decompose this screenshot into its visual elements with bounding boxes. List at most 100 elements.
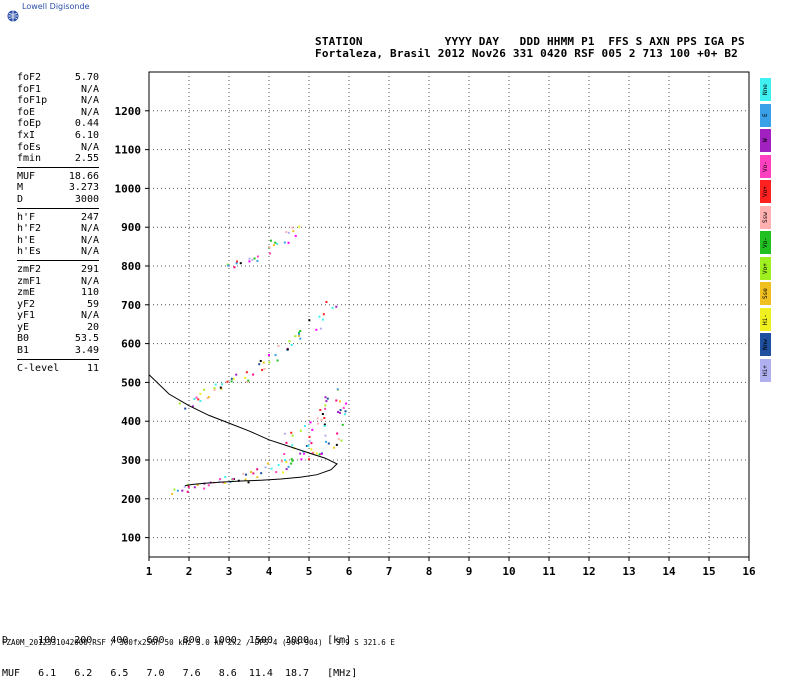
y-tick-label: 300 (121, 454, 141, 467)
param-row: fmin 2.55 (17, 153, 99, 165)
param-row: foEp 0.44 (17, 118, 99, 130)
param-key: yF2 (17, 298, 36, 310)
param-row: zmF1 N/A (17, 276, 99, 288)
echo-point (239, 262, 242, 265)
y-tick-label: 400 (121, 415, 141, 428)
x-tick-label: 9 (466, 565, 473, 578)
echo-point (277, 464, 280, 467)
echo-point (224, 476, 227, 479)
echo-point (298, 331, 301, 334)
echo-point (191, 405, 194, 408)
param-value: 11 (86, 362, 99, 374)
echo-point (343, 413, 346, 416)
param-key: foF1 (17, 83, 42, 95)
echo-point (173, 488, 176, 491)
brand-name: Lowell Digisonde (22, 2, 90, 11)
echo-point (323, 417, 326, 420)
muf-value-row: MUF 6.1 6.2 6.5 7.0 7.6 8.6 11.4 18.7 [M… (2, 668, 358, 679)
echo-point (335, 443, 338, 446)
echo-point (298, 225, 301, 228)
echo-point (308, 440, 311, 443)
echo-point (245, 371, 248, 374)
echo-point (335, 305, 338, 308)
echo-point (196, 484, 199, 487)
echo-point (186, 490, 189, 493)
echo-point (223, 481, 226, 484)
param-row: yF1 N/A (17, 310, 99, 322)
echo-point (232, 377, 235, 380)
echo-point (213, 388, 216, 391)
echo-point (294, 335, 297, 338)
echo-point (290, 462, 293, 465)
x-tick-label: 2 (186, 565, 193, 578)
echo-point (219, 386, 222, 389)
echo-point (283, 432, 286, 435)
param-value: 5.70 (74, 72, 99, 83)
param-row: h'F 247 (17, 212, 99, 224)
echo-point (276, 359, 279, 362)
echo-point (290, 458, 293, 461)
param-row: fxI 6.10 (17, 130, 99, 142)
echo-point (226, 380, 229, 383)
y-tick-label: 700 (121, 299, 141, 312)
x-tick-label: 13 (622, 565, 635, 578)
echo-point (193, 486, 196, 489)
echo-point (310, 448, 313, 451)
muf-distance-row: D 100 200 400 600 800 1000 1500 3000 [km… (2, 635, 352, 646)
echo-point (219, 478, 222, 481)
echo-point (268, 246, 271, 249)
echo-point (203, 487, 206, 490)
echo-point (302, 450, 305, 453)
param-key: fxI (17, 129, 36, 141)
echo-point (309, 421, 312, 424)
electron-density-profile-curve (148, 374, 338, 487)
echo-point (256, 255, 259, 258)
echo-point (197, 398, 200, 401)
param-separator (17, 166, 99, 168)
param-key: yE (17, 321, 30, 333)
echo-point (259, 359, 262, 362)
echo-point (291, 434, 294, 437)
param-row: yF2 59 (17, 299, 99, 311)
param-value: 3.273 (68, 182, 99, 194)
param-key: h'Es (17, 246, 42, 258)
param-row: h'Es N/A (17, 246, 99, 258)
echo-point (294, 234, 297, 237)
echo-point (207, 396, 210, 399)
echo-point (338, 411, 341, 414)
param-row: foE N/A (17, 107, 99, 119)
y-tick-label: 100 (121, 532, 141, 545)
param-value: N/A (80, 141, 99, 153)
echo-point (276, 242, 279, 245)
echo-point (199, 400, 202, 403)
param-separator (17, 259, 99, 261)
param-value: 53.5 (74, 333, 99, 345)
echo-point (283, 458, 286, 461)
param-separator (17, 358, 99, 360)
param-value: 20 (86, 321, 99, 333)
echo-point (336, 432, 339, 435)
echo-point (221, 383, 224, 386)
legend-chip: W (760, 129, 771, 152)
legend-chip: Vo+ (760, 180, 771, 203)
param-value: 110 (80, 287, 99, 299)
param-row: B0 53.5 (17, 333, 99, 345)
echo-point (253, 257, 256, 260)
echo-point (288, 340, 291, 343)
echo-point (299, 429, 302, 432)
y-tick-label: 1100 (115, 144, 142, 157)
echo-point (260, 472, 263, 475)
echo-point (299, 330, 302, 333)
legend-chip: Sse (760, 282, 771, 305)
param-key: C-level (17, 362, 60, 374)
param-value: 247 (80, 211, 99, 223)
echo-point (230, 380, 233, 383)
x-tick-label: 15 (702, 565, 715, 578)
param-row: D 3000 (17, 194, 99, 206)
echo-point (283, 453, 286, 456)
param-key: foF2 (17, 72, 42, 83)
legend-chip: Hi+ (760, 358, 771, 382)
param-row: h'F2 N/A (17, 223, 99, 235)
echo-point (248, 257, 251, 260)
y-tick-label: 900 (121, 221, 141, 234)
